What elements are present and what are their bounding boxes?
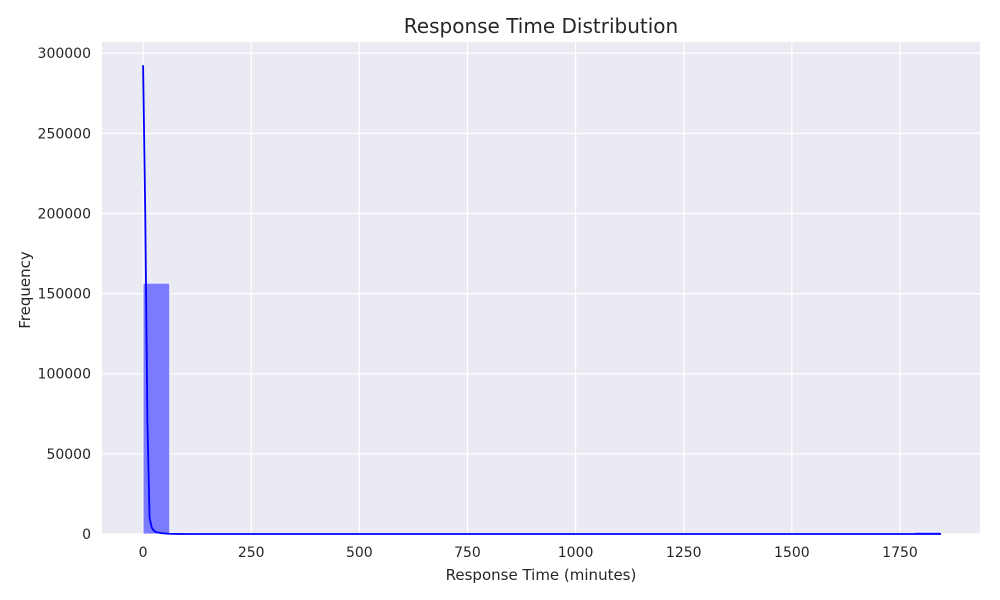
x-tick-label: 1250 bbox=[666, 545, 702, 561]
y-tick-label: 0 bbox=[82, 527, 91, 543]
y-tick-label: 50000 bbox=[46, 447, 91, 463]
x-tick-label: 500 bbox=[346, 545, 373, 561]
x-tick-label: 250 bbox=[238, 545, 265, 561]
x-tick-label: 1750 bbox=[882, 545, 918, 561]
grid bbox=[102, 42, 980, 535]
y-tick-label: 200000 bbox=[38, 206, 91, 222]
kde-line bbox=[142, 65, 942, 535]
y-tick-label: 100000 bbox=[38, 367, 91, 383]
x-tick-label: 1000 bbox=[558, 545, 594, 561]
y-tick-label: 250000 bbox=[38, 126, 91, 142]
x-tick-label: 0 bbox=[139, 545, 148, 561]
x-tick-label: 750 bbox=[454, 545, 481, 561]
x-axis-label: Response Time (minutes) bbox=[446, 566, 637, 584]
x-tick-label: 1500 bbox=[774, 545, 810, 561]
y-tick-labels: 0 50000 100000 150000 200000 250000 300000 bbox=[38, 46, 91, 543]
y-axis-label: Frequency bbox=[16, 251, 34, 329]
chart-title: Response Time Distribution bbox=[404, 14, 678, 38]
plot-area bbox=[102, 42, 980, 534]
x-tick-labels: 0 250 500 750 1000 1250 1500 1750 bbox=[139, 545, 918, 561]
y-tick-label: 150000 bbox=[38, 287, 91, 303]
y-tick-label: 300000 bbox=[38, 46, 91, 62]
